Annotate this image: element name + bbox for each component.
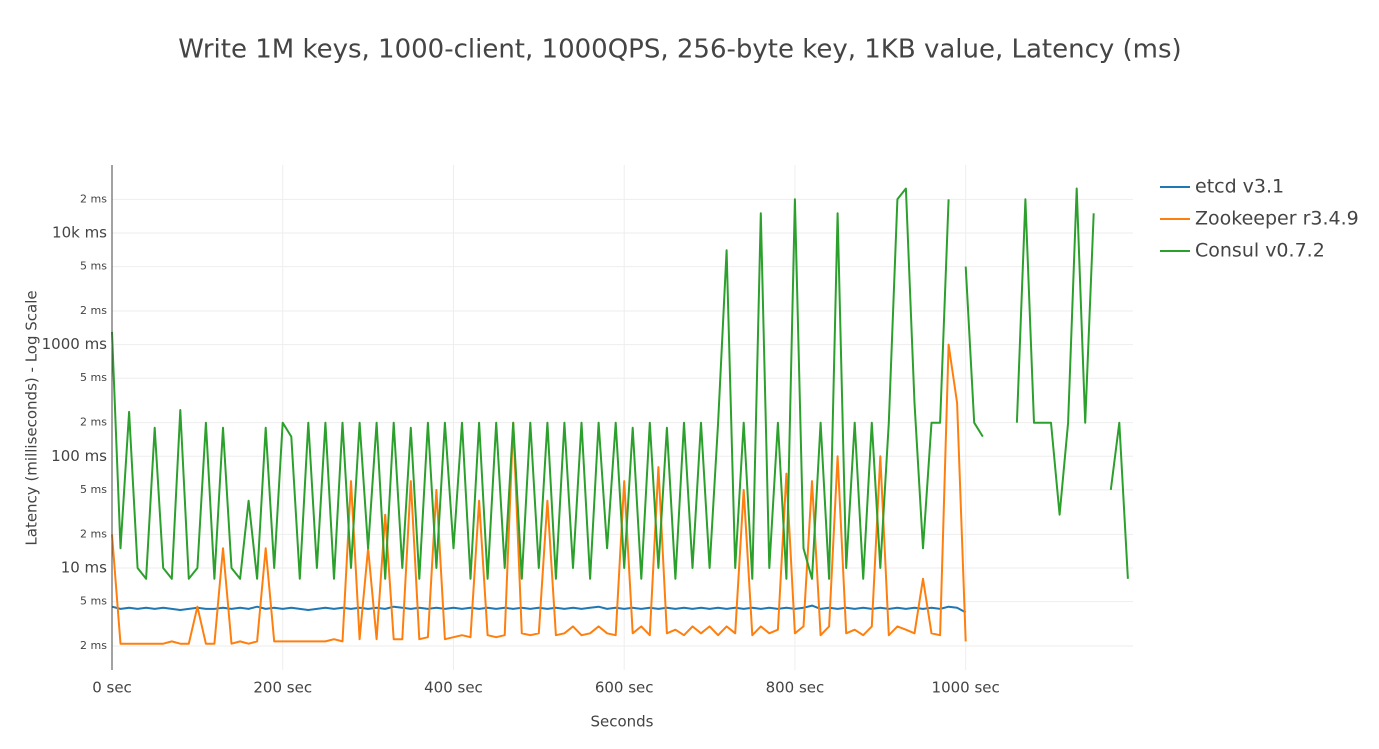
legend-label: etcd v3.1	[1195, 176, 1284, 198]
y-tick-label: 5 ms	[80, 371, 107, 384]
series-line	[111, 604, 967, 614]
y-tick-label: 2 ms	[80, 192, 107, 205]
y-tick-label: 2 ms	[80, 416, 107, 429]
y-tick-label: 5 ms	[80, 260, 107, 273]
y-axis-title: Latency (milliseconds) - Log Scale	[23, 290, 41, 545]
y-tick-label: 2 ms	[80, 527, 107, 540]
series-line	[111, 187, 1129, 580]
x-tick-label: 800 sec	[766, 679, 825, 697]
x-axis-title: Seconds	[590, 713, 653, 731]
legend: etcd v3.1 Zookeeper r3.4.9 Consul v0.7.2	[1160, 176, 1359, 262]
y-tick-label: 1000 ms	[42, 335, 108, 353]
y-tick-label: 10 ms	[61, 558, 107, 576]
x-tick-label: 0 sec	[92, 679, 132, 697]
y-tick-label: 10k ms	[52, 223, 107, 241]
y-tick-label: 2 ms	[80, 639, 107, 652]
y-tick-label: 100 ms	[51, 447, 107, 465]
legend-label: Zookeeper r3.4.9	[1195, 208, 1359, 230]
y-tick-label: 5 ms	[80, 595, 107, 608]
y-tick-label: 5 ms	[80, 483, 107, 496]
y-tick-label: 2 ms	[80, 304, 107, 317]
plot-lines	[111, 187, 1129, 645]
x-tick-label: 400 sec	[424, 679, 483, 697]
x-tick-label: 1000 sec	[932, 679, 1000, 697]
x-tick-label: 200 sec	[253, 679, 312, 697]
series-line	[111, 343, 967, 645]
x-tick-label: 600 sec	[595, 679, 654, 697]
legend-label: Consul v0.7.2	[1195, 240, 1325, 262]
chart-title: Write 1M keys, 1000-client, 1000QPS, 256…	[178, 35, 1181, 65]
